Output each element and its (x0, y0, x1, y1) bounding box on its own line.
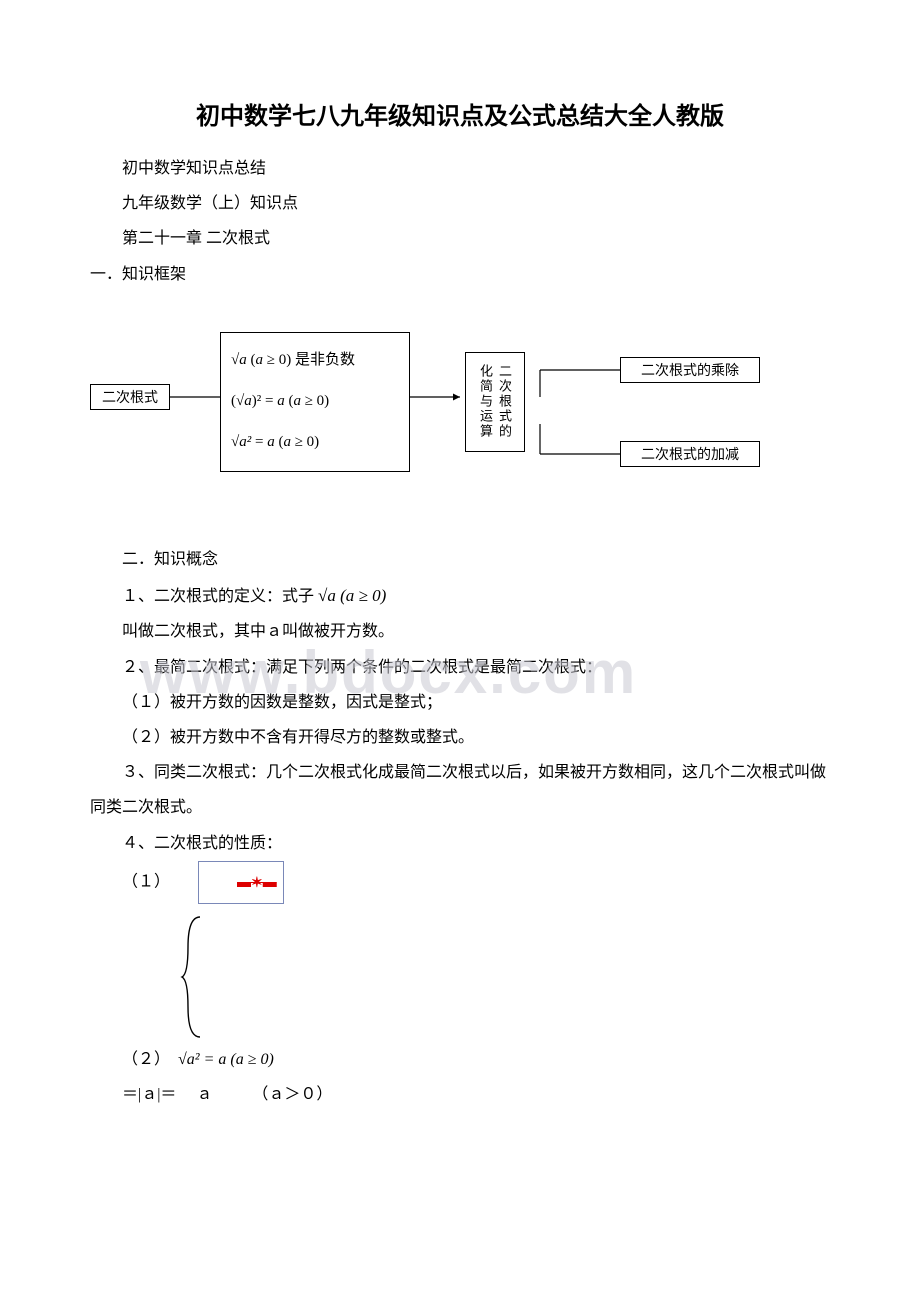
concept-2-2: （２）被开方数中不含有开得尽方的整数或整式。 (90, 720, 830, 755)
concept-2-1: （１）被开方数的因数是整数，因式是整式； (90, 685, 830, 720)
diagram-prop-1: √a (a ≥ 0) 是非负数 (231, 351, 355, 371)
concept-3: ３、同类二次根式：几个二次根式化成最简二次根式以后，如果被开方数相同，这几个二次… (90, 755, 830, 825)
concept-4-2-formula: √a² = a (a ≥ 0) (178, 1051, 274, 1068)
concept-1-formula: √a (a ≥ 0) (318, 586, 386, 605)
diagram-node-properties: √a (a ≥ 0) 是非负数 (√a)² = a (a ≥ 0) √a² = … (220, 332, 410, 472)
intro-line-1: 初中数学知识点总结 (90, 151, 830, 186)
page-title: 初中数学七八九年级知识点及公式总结大全人教版 (90, 96, 830, 131)
section-2-heading: 二．知识概念 (90, 542, 830, 577)
chapter-heading: 第二十一章 二次根式 (90, 221, 830, 256)
diagram-node-root: 二次根式 (90, 384, 170, 410)
strike-icon: ▬✶▬ (237, 874, 277, 890)
concept-4-2-label: （２） (122, 1051, 170, 1068)
placeholder-image-icon: ▬✶▬ (198, 861, 284, 904)
diagram-arrows (90, 322, 830, 512)
diagram-prop-3: √a² = a (a ≥ 0) (231, 433, 319, 453)
concept-4-2: （２） √a² = a (a ≥ 0) (90, 1042, 830, 1077)
intro-line-2: 九年级数学（上）知识点 (90, 186, 830, 221)
knowledge-framework-diagram: 二次根式 √a (a ≥ 0) 是非负数 (√a)² = a (a ≥ 0) √… (90, 322, 830, 512)
diagram-prop-2: (√a)² = a (a ≥ 0) (231, 392, 329, 412)
diagram-mid-left: 化简与运算 (476, 364, 495, 439)
concept-2: ２、最简二次根式：满足下列两个条件的二次根式是最简二次根式： (90, 650, 830, 685)
diagram-mid-right: 二次根式的 (495, 364, 514, 439)
diagram-node-mid: 化简与运算 二次根式的 (465, 352, 525, 452)
section-1-heading: 一．知识框架 (90, 257, 830, 292)
concept-4-eq: ＝|ａ|＝ ａ （ａ＞０） (90, 1077, 830, 1112)
concept-1: １、二次根式的定义：式子 √a (a ≥ 0) (90, 577, 830, 614)
brace-svg (180, 912, 210, 1042)
brace-left (180, 912, 830, 1042)
concept-4-1: （１） ▬✶▬ (90, 861, 830, 904)
diagram-node-out1: 二次根式的乘除 (620, 357, 760, 383)
concept-1-a: １、二次根式的定义：式子 (122, 588, 314, 605)
concept-4: ４、二次根式的性质： (90, 826, 830, 861)
diagram-node-out2: 二次根式的加减 (620, 441, 760, 467)
concept-4-1-label: （１） (122, 873, 170, 890)
concept-1-b: 叫做二次根式，其中ａ叫做被开方数。 (90, 614, 830, 649)
